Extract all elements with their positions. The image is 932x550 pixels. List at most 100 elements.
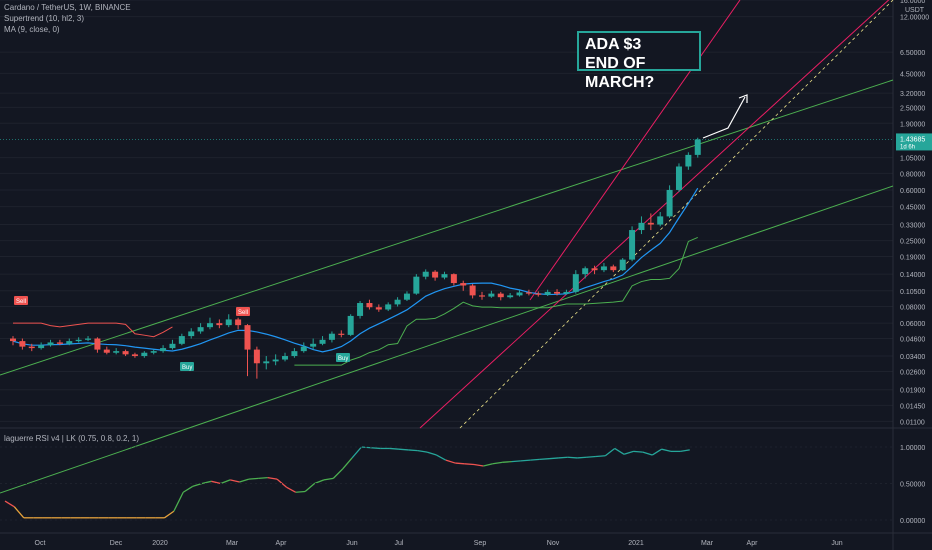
candle bbox=[272, 354, 279, 366]
rsi-tick-label: 0.00000 bbox=[900, 518, 925, 525]
currency-label: USDT bbox=[905, 7, 925, 14]
candle-body bbox=[619, 259, 626, 271]
candle-body bbox=[225, 319, 232, 326]
candle-body bbox=[94, 338, 101, 350]
price-tick-label: 0.03400 bbox=[900, 354, 925, 361]
candle-body bbox=[647, 222, 654, 225]
candle bbox=[450, 273, 457, 286]
candle bbox=[535, 291, 542, 297]
candle-body bbox=[113, 351, 120, 353]
time-tick-label: 2021 bbox=[628, 540, 644, 547]
rsi-segment bbox=[408, 449, 418, 452]
time-tick-label: Jun bbox=[831, 540, 842, 547]
candle-body bbox=[216, 323, 223, 326]
rsi-segment bbox=[558, 456, 568, 459]
price-tick-label: 0.45000 bbox=[900, 205, 925, 212]
rsi-segment bbox=[483, 463, 493, 467]
rsi-segment bbox=[295, 490, 306, 493]
candle-body bbox=[85, 338, 92, 340]
candle-body bbox=[357, 303, 364, 316]
ma-legend[interactable]: MA (9, close, 0) bbox=[4, 25, 60, 34]
candle bbox=[338, 330, 345, 338]
candle bbox=[291, 348, 298, 358]
rsi-legend[interactable]: laguerre RSI v4 | LK (0.75, 0.8, 0.2, 1) bbox=[4, 434, 140, 443]
candle-body bbox=[66, 341, 73, 344]
rsi-tick-label: 1.00000 bbox=[900, 445, 925, 452]
rsi-segment bbox=[211, 480, 221, 485]
projection-arrow bbox=[702, 94, 748, 139]
candle-body bbox=[666, 189, 673, 217]
price-tick-label: 0.19000 bbox=[900, 254, 925, 261]
candle bbox=[235, 317, 242, 330]
candle bbox=[141, 351, 148, 358]
candle-body bbox=[432, 271, 439, 278]
candle bbox=[282, 352, 289, 362]
rsi-segment bbox=[680, 449, 690, 453]
candle bbox=[385, 302, 392, 312]
candle bbox=[300, 342, 307, 353]
candle-body bbox=[19, 341, 26, 347]
last-price-tag bbox=[896, 133, 932, 151]
rsi-segment bbox=[548, 457, 559, 460]
candle-body bbox=[56, 342, 63, 344]
ma-polyline bbox=[12, 187, 699, 353]
price-tick-label: 0.14000 bbox=[900, 272, 925, 279]
buy-signal-bg bbox=[180, 362, 194, 371]
candle bbox=[375, 304, 382, 312]
candle-body bbox=[178, 336, 185, 344]
candle-body bbox=[319, 339, 326, 344]
candle bbox=[544, 289, 551, 296]
candle-body bbox=[403, 293, 410, 300]
channel-upper bbox=[0, 79, 894, 376]
candle-body bbox=[685, 154, 692, 167]
candle bbox=[160, 345, 167, 353]
symbol-legend[interactable]: Cardano / TetherUS, 1W, BINANCE bbox=[4, 3, 131, 12]
candle bbox=[253, 346, 260, 379]
candle-body bbox=[413, 276, 420, 294]
rsi-segment bbox=[633, 450, 643, 453]
candle bbox=[610, 264, 617, 273]
candle bbox=[225, 314, 232, 328]
candle bbox=[244, 324, 251, 377]
rsi-segment bbox=[604, 447, 616, 457]
candle bbox=[600, 262, 607, 273]
candle-body bbox=[535, 293, 542, 295]
candle-body bbox=[366, 303, 373, 308]
buy-signal-bg bbox=[336, 353, 350, 362]
candle-body bbox=[629, 230, 636, 260]
candle-body bbox=[525, 292, 532, 294]
channel-lower bbox=[0, 185, 894, 494]
candle bbox=[131, 352, 138, 358]
candle bbox=[75, 337, 82, 343]
price-tick-label: 0.01900 bbox=[900, 388, 925, 395]
sell-signal-bg bbox=[14, 296, 28, 305]
candle-body bbox=[28, 346, 35, 349]
candle-body bbox=[272, 359, 279, 362]
time-axis: Oct Dec 2020 Mar Apr Jun Jul Sep Nov 2021 Mar Apr Ju… bbox=[35, 540, 843, 547]
price-axis: 16.0000 12.00000 6.50000 4.50000 3.20000 2.50… bbox=[896, 0, 932, 426]
rsi-segment bbox=[314, 479, 325, 485]
moving-average-line bbox=[12, 187, 699, 353]
candle-body bbox=[582, 268, 589, 275]
candle-body bbox=[131, 354, 138, 357]
candlesticks bbox=[10, 137, 701, 379]
candle bbox=[178, 333, 185, 346]
supertrend-legend[interactable]: Supertrend (10, hl2, 3) bbox=[4, 14, 85, 23]
rsi-segment bbox=[164, 510, 175, 519]
candle bbox=[328, 331, 335, 343]
candle-body bbox=[657, 216, 664, 225]
rsi-segment bbox=[389, 447, 400, 450]
price-tick-label: 6.50000 bbox=[900, 50, 925, 57]
candle-body bbox=[300, 346, 307, 352]
candle-body bbox=[394, 299, 401, 305]
rsi-segment bbox=[220, 479, 231, 485]
price-tick-label: 1.90000 bbox=[900, 121, 925, 128]
rsi-segment bbox=[229, 479, 240, 483]
time-tick-label: Mar bbox=[226, 540, 239, 547]
candle bbox=[94, 337, 101, 353]
candle-body bbox=[450, 274, 457, 284]
candle-body bbox=[141, 352, 148, 357]
rsi-segment bbox=[464, 463, 475, 466]
price-tick-label: 0.25000 bbox=[900, 239, 925, 246]
